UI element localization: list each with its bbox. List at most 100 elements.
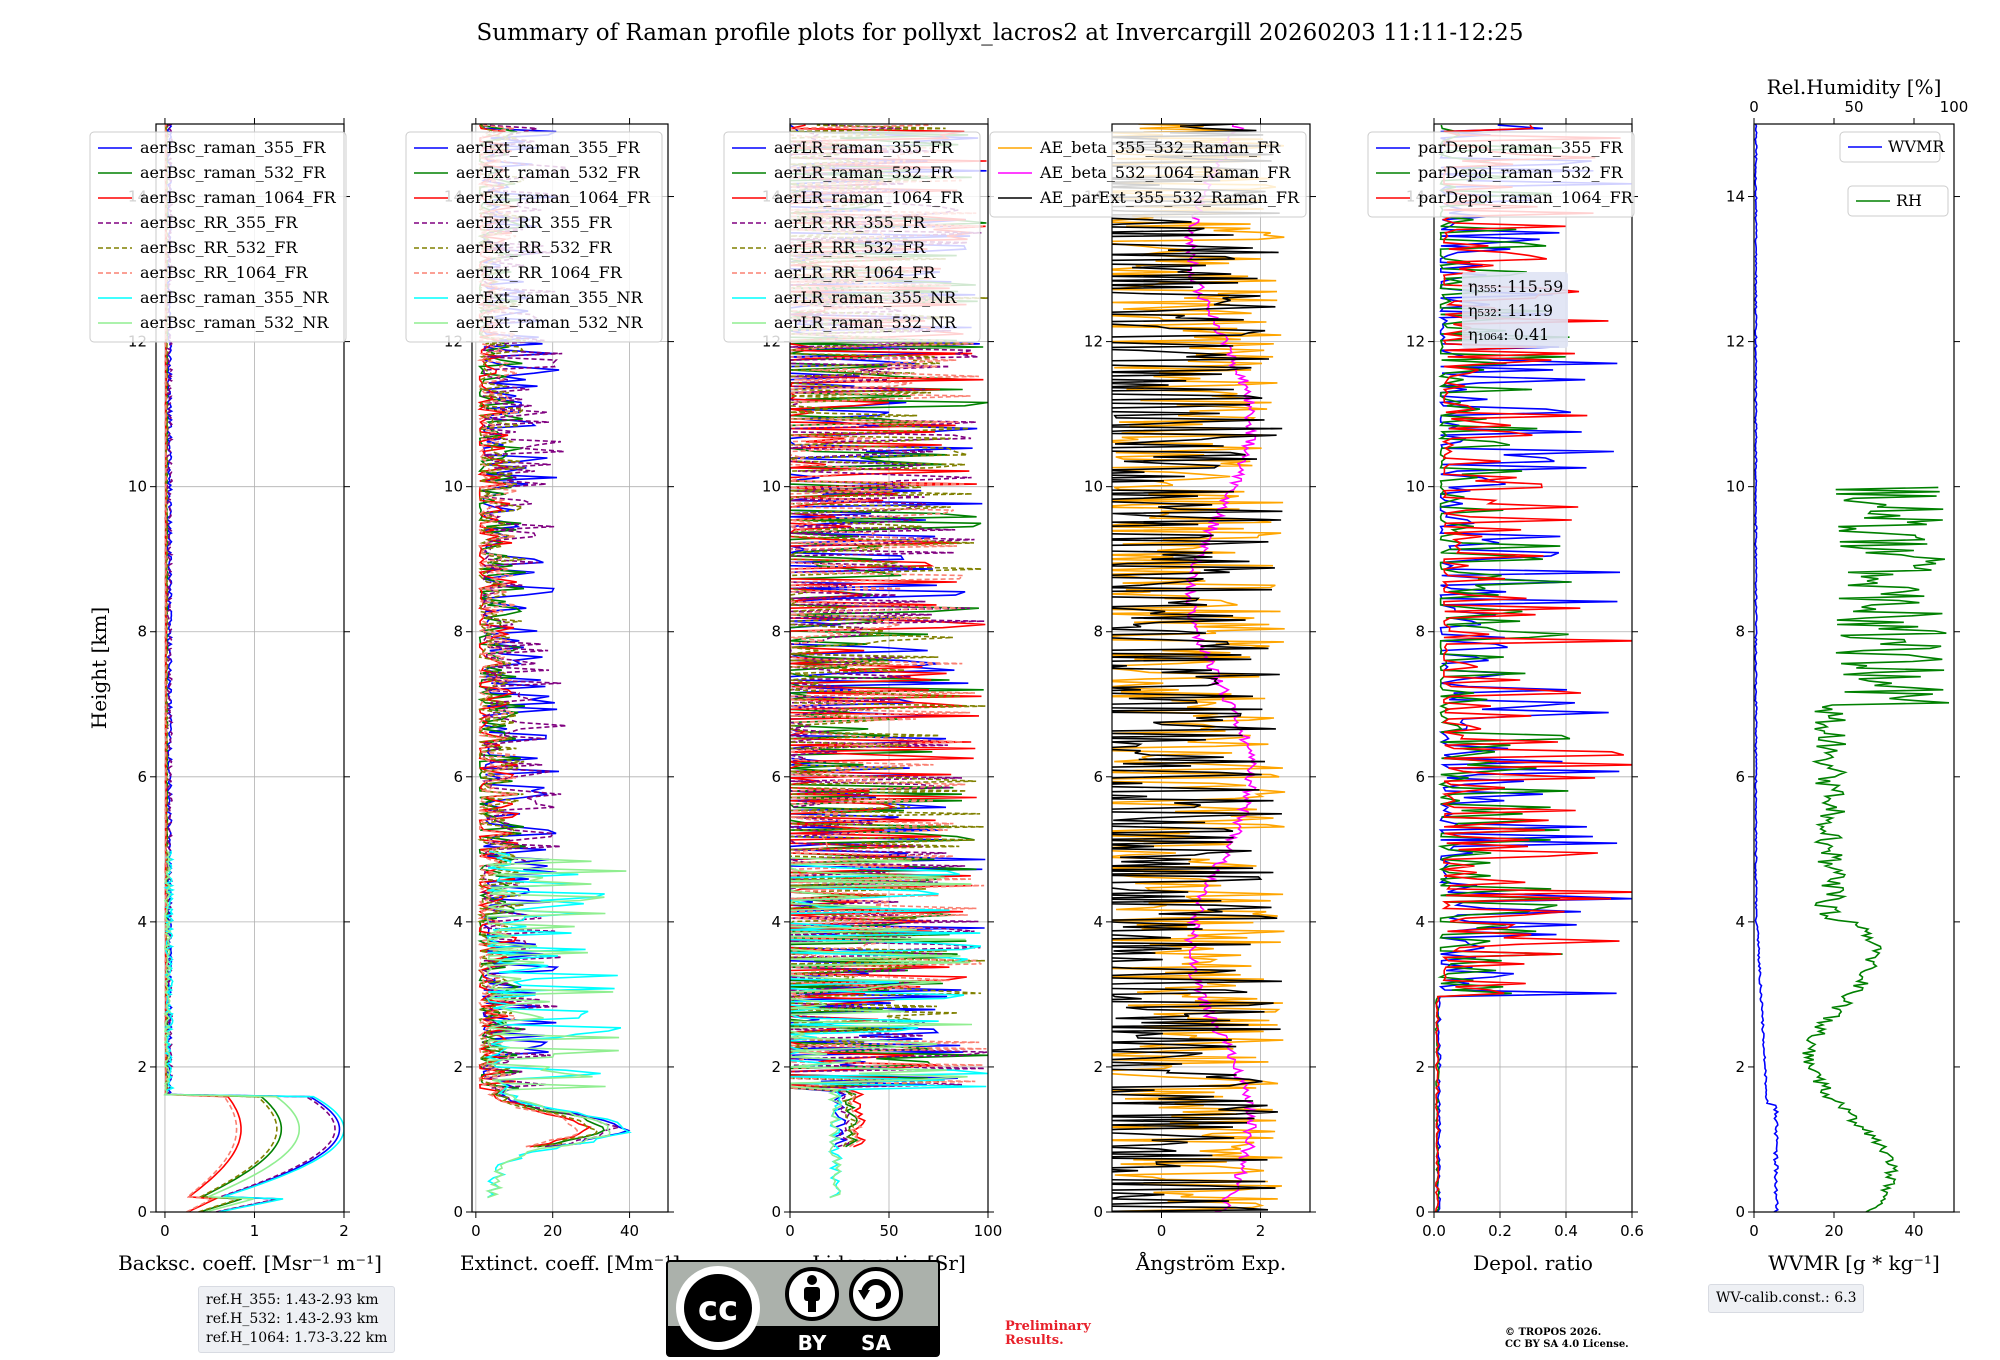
legend-label: aerLR_RR_532_FR: [774, 238, 926, 257]
wv-calibration-box: WV-calib.const.: 6.3: [1708, 1284, 1865, 1313]
x-tick-label: 0: [785, 1222, 795, 1240]
legend-box: [989, 131, 1307, 218]
legend-label: aerExt_raman_355_NR: [456, 288, 644, 307]
x-axis-label: Extinct. coeff. [Mm⁻¹]: [460, 1251, 680, 1275]
axes-frame: [155, 123, 345, 1213]
cc-by-sa-badge: cc BY SA: [666, 1260, 940, 1357]
legend-box: [1847, 185, 1949, 217]
x-tick-label: 0: [1157, 1222, 1167, 1240]
legend-label: aerBsc_RR_532_FR: [140, 238, 298, 257]
eta-annotation-box: [1462, 272, 1568, 348]
legend-label: parDepol_raman_1064_FR: [1418, 188, 1634, 207]
legend-label: aerLR_raman_355_FR: [774, 138, 954, 157]
y-tick-label: 14: [1726, 188, 1745, 206]
by-text: BY: [798, 1331, 827, 1355]
y-tick-label: 2: [1093, 1058, 1103, 1076]
y-tick-label: 8: [1735, 623, 1745, 641]
legend-label: AE_parExt_355_532_Raman_FR: [1039, 188, 1300, 207]
x-tick-label: 0: [471, 1222, 481, 1240]
x-tick-label: 40: [1904, 1222, 1923, 1240]
y-tick-label: 4: [1735, 913, 1745, 931]
series-RH: [1802, 486, 1950, 1212]
y-tick-label: 8: [453, 623, 463, 641]
legend-label: parDepol_raman_532_FR: [1418, 163, 1624, 182]
figure-title: Summary of Raman profile plots for polly…: [476, 20, 1524, 46]
legend-dep: parDepol_raman_355_FR parDepol_raman_532_…: [1367, 131, 1635, 218]
y-tick-label: 4: [771, 913, 781, 931]
y-tick-label: 10: [128, 478, 147, 496]
legend-label: aerLR_raman_532_NR: [774, 313, 957, 332]
legend-wv: WVMR RH: [1839, 131, 1949, 217]
top-x-tick-label: 100: [1940, 98, 1969, 116]
legend-box: [723, 131, 981, 343]
series-AE_beta_355_532_Raman_FR: [1112, 124, 1286, 1212]
legend-label: aerExt_raman_355_FR: [456, 138, 641, 157]
panel-wv: 0 20 40 0 2 4 6 8 10 12 14 WVMR [g * kg⁻¹] 0 50 100Rel…: [1726, 75, 1968, 1275]
x-tick-label: 0.2: [1488, 1222, 1512, 1240]
legend-label: AE_beta_532_1064_Raman_FR: [1039, 163, 1291, 182]
cc-text: cc: [698, 1289, 738, 1329]
top-x-tick-label: 50: [1844, 98, 1863, 116]
y-axis-label: Height [km]: [87, 607, 111, 729]
x-tick-label: 0.0: [1422, 1222, 1446, 1240]
x-tick-label: 2: [1256, 1222, 1266, 1240]
y-tick-label: 0: [137, 1203, 147, 1221]
preliminary-line-1: Preliminary: [1005, 1319, 1091, 1334]
axes-frame: [1111, 123, 1311, 1213]
legend-ext: aerExt_raman_355_FR aerExt_raman_532_FRae…: [405, 131, 663, 343]
y-tick-label: 10: [1406, 478, 1425, 496]
legend-label: AE_beta_355_532_Raman_FR: [1039, 138, 1281, 157]
reference-heights-box: ref.H_355: 1.43-2.93 km ref.H_532: 1.43-…: [198, 1286, 396, 1353]
y-tick-label: 6: [453, 768, 463, 786]
axes-frame: [1433, 123, 1633, 1213]
series-WVMR: [1754, 124, 1780, 1212]
y-tick-label: 6: [1415, 768, 1425, 786]
x-axis-label: Backsc. coeff. [Msr⁻¹ m⁻¹]: [118, 1251, 382, 1275]
legend-box: [1839, 131, 1941, 163]
y-tick-label: 2: [137, 1058, 147, 1076]
sa-text: SA: [861, 1331, 891, 1355]
copyright-line-1: © TROPOS 2026.: [1505, 1327, 1602, 1338]
legend-label: aerExt_RR_532_FR: [456, 238, 613, 257]
legend-label: aerBsc_RR_355_FR: [140, 213, 298, 232]
y-tick-label: 6: [771, 768, 781, 786]
y-tick-label: 2: [1735, 1058, 1745, 1076]
y-tick-label: 4: [137, 913, 147, 931]
y-tick-label: 10: [1726, 478, 1745, 496]
legend-label: aerExt_raman_532_NR: [456, 313, 644, 332]
legend-label: aerExt_RR_1064_FR: [456, 263, 623, 282]
wv-calibration-constant: WV-calib.const.: 6.3: [1716, 1290, 1857, 1306]
legend-label: RH: [1896, 191, 1922, 210]
y-tick-label: 4: [1415, 913, 1425, 931]
top-x-tick-label: 0: [1749, 98, 1759, 116]
eta-annotation: η₁₀₆₄: 0.41: [1468, 325, 1549, 344]
panel-dep: 0.00.20.40.602468101214Depol. ratioparDe…: [1367, 118, 1644, 1275]
x-tick-label: 100: [974, 1222, 1003, 1240]
x-tick-label: 20: [1824, 1222, 1843, 1240]
series-aerBsc_raman_532_NR: [163, 850, 301, 1212]
y-tick-label: 0: [1735, 1203, 1745, 1221]
x-tick-label: 0.4: [1554, 1222, 1578, 1240]
copyright-line-2: CC BY SA 4.0 License.: [1505, 1339, 1629, 1350]
eta-annotation: η₅₃₂: 11.19: [1468, 301, 1553, 320]
ref-height-532: ref.H_532: 1.43-2.93 km: [206, 1311, 379, 1327]
y-tick-label: 0: [1415, 1203, 1425, 1221]
y-tick-label: 8: [1093, 623, 1103, 641]
y-tick-label: 6: [1093, 768, 1103, 786]
y-tick-label: 6: [137, 768, 147, 786]
legend-label: aerExt_RR_355_FR: [456, 213, 613, 232]
legend-label: aerExt_raman_1064_FR: [456, 188, 651, 207]
series-aerBsc_raman_355_NR: [163, 850, 344, 1212]
legend-label: aerBsc_raman_532_NR: [140, 313, 329, 332]
y-tick-label: 4: [453, 913, 463, 931]
ref-height-1064: ref.H_1064: 1.73-3.22 km: [206, 1330, 388, 1346]
legend-label: aerLR_RR_355_FR: [774, 213, 926, 232]
y-tick-label: 4: [1093, 913, 1103, 931]
legend-lr: aerLR_raman_355_FR aerLR_raman_532_FR aerL…: [723, 131, 981, 343]
copyright-note: © TROPOS 2026. CC BY SA 4.0 License.: [1505, 1327, 1629, 1351]
legend-label: aerLR_raman_355_NR: [774, 288, 957, 307]
x-axis-label: WVMR [g * kg⁻¹]: [1768, 1251, 1940, 1275]
legend-label: aerBsc_raman_1064_FR: [140, 188, 337, 207]
legend-label: aerLR_RR_1064_FR: [774, 263, 936, 282]
